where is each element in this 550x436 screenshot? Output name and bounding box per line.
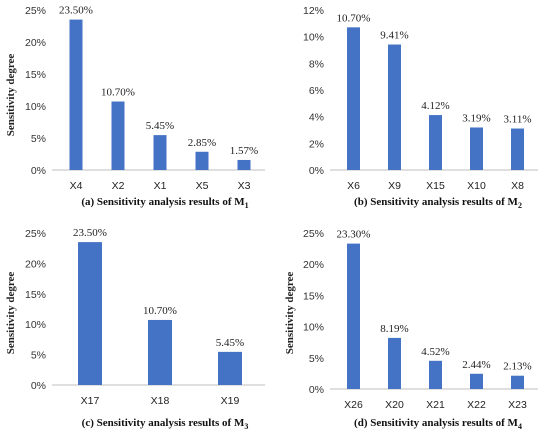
y-tick-label: 6% (309, 85, 324, 97)
y-tick-label: 0% (31, 380, 46, 392)
caption-text: (d) Sensitivity analysis results of M (354, 417, 519, 429)
data-label: 2.85% (188, 137, 216, 149)
bar-x17 (78, 242, 102, 385)
data-label: 9.41% (380, 30, 408, 42)
category-label: X22 (467, 399, 486, 411)
y-tick-label: 25% (25, 228, 46, 240)
data-label: 5.45% (146, 120, 174, 132)
y-tick-label: 0% (309, 165, 324, 177)
panel-caption: (a) Sensitivity analysis results of M1 (81, 196, 248, 210)
bar-x19 (218, 351, 242, 385)
bar-x23 (511, 375, 524, 389)
bar-x9 (388, 44, 401, 170)
y-tick-label: 20% (303, 259, 324, 271)
category-label: X18 (151, 395, 170, 407)
category-label: X4 (70, 180, 83, 192)
bar-x2 (111, 101, 125, 170)
data-label: 23.50% (59, 5, 93, 17)
y-axis-label: Sensitivity degree (5, 272, 17, 355)
caption-subscript: 3 (244, 422, 248, 431)
data-label: 1.57% (230, 145, 258, 157)
y-tick-label: 5% (31, 350, 46, 362)
y-axis-label: Sensitivity degree (284, 272, 296, 355)
y-tick-label: 20% (25, 258, 46, 270)
y-tick-label: 15% (303, 290, 324, 302)
y-tick-label: 2% (309, 138, 324, 150)
category-label: X3 (238, 180, 251, 192)
category-label: X5 (196, 180, 209, 192)
bar-x22 (470, 373, 483, 389)
panel-caption: (d) Sensitivity analysis results of M4 (354, 417, 522, 431)
category-label: X8 (511, 180, 524, 192)
caption-text: (b) Sensitivity analysis results of M (354, 196, 519, 208)
data-label: 8.19% (380, 323, 408, 335)
data-label: 10.70% (101, 87, 135, 99)
y-tick-label: 8% (309, 58, 324, 70)
bar-x4 (69, 19, 83, 170)
category-label: X17 (81, 395, 100, 407)
caption-text: (a) Sensitivity analysis results of M (81, 196, 245, 208)
chart-panel-4: 0% 5% 10% 15% 20% 25% Sensitivity degree 23.30%… (284, 228, 538, 431)
y-tick-label: 4% (309, 112, 324, 124)
category-label: X10 (467, 180, 486, 192)
y-tick-label: 10% (303, 322, 324, 334)
data-label: 5.45% (216, 337, 244, 349)
caption-subscript: 2 (518, 201, 522, 210)
bar-x10 (470, 127, 483, 170)
category-label: X21 (426, 399, 445, 411)
caption-text: (c) Sensitivity analysis results of M (82, 417, 245, 429)
category-label: X9 (388, 180, 401, 192)
category-label: X23 (508, 399, 527, 411)
category-label: X26 (344, 399, 363, 411)
y-tick-label: 0% (309, 384, 324, 396)
y-axis-label: Sensitivity degree (5, 54, 17, 137)
caption-subscript: 4 (518, 422, 522, 431)
bar-x3 (237, 159, 251, 170)
data-label: 10.70% (143, 305, 177, 317)
y-tick-label: 25% (25, 5, 46, 17)
y-tick-label: 10% (303, 32, 324, 44)
y-tick-label: 15% (25, 289, 46, 301)
y-tick-label: 10% (25, 101, 46, 113)
bar-x18 (148, 319, 172, 385)
y-tick-label: 5% (309, 353, 324, 365)
caption-subscript: 1 (245, 201, 249, 210)
y-tick-label: 0% (31, 165, 46, 177)
chart-panel-1: 0% 5% 10% 15% 20% 25% Sensitivity degree 23.50%… (5, 5, 265, 210)
data-label: 2.44% (462, 359, 490, 371)
bar-x26 (347, 243, 360, 389)
data-label: 3.19% (462, 112, 490, 124)
data-label: 3.11% (503, 114, 531, 126)
category-label: X2 (112, 180, 125, 192)
chart-panel-3: 0% 5% 10% 15% 20% 25% Sensitivity degree 23.50%… (5, 227, 265, 431)
y-tick-label: 10% (25, 319, 46, 331)
bar-x15 (429, 115, 442, 170)
y-tick-label: 20% (25, 37, 46, 49)
data-label: 4.12% (421, 100, 449, 112)
data-label: 23.30% (337, 229, 371, 241)
category-label: X15 (426, 180, 445, 192)
y-tick-label: 5% (31, 133, 46, 145)
bar-x5 (195, 151, 209, 170)
category-label: X19 (221, 395, 240, 407)
bar-x20 (388, 337, 401, 389)
panel-caption: (b) Sensitivity analysis results of M2 (354, 196, 522, 210)
bar-x6 (347, 27, 360, 171)
bar-x21 (429, 360, 442, 389)
data-label: 4.52% (421, 346, 449, 358)
data-label: 23.50% (73, 227, 107, 239)
category-label: X20 (385, 399, 404, 411)
y-tick-label: 12% (303, 5, 324, 17)
y-tick-label: 25% (303, 228, 324, 240)
category-label: X1 (154, 180, 167, 192)
data-label: 2.13% (503, 361, 531, 373)
panel-caption: (c) Sensitivity analysis results of M3 (82, 417, 249, 431)
data-label: 10.70% (337, 12, 371, 24)
bar-x8 (511, 128, 524, 170)
category-label: X6 (347, 180, 360, 192)
chart-panel-2: 0% 2% 4% 6% 8% 10% 12% 10.70% X6 9.41% X9 4.12% X15 3… (303, 5, 538, 210)
bar-x1 (153, 135, 167, 170)
y-tick-label: 15% (25, 69, 46, 81)
